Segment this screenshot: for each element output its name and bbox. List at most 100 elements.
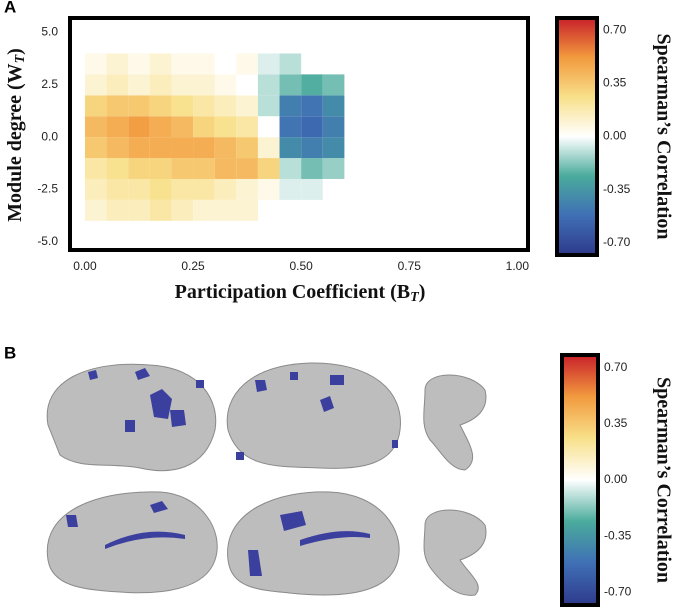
heatmap-cell (257, 116, 280, 138)
heatmap-cell (149, 53, 172, 75)
y-tick-label: -5.0 (37, 234, 58, 248)
x-label-end: ) (419, 281, 426, 303)
x-label-text: Participation Coefficient (B (175, 281, 411, 303)
y-label-text: Module degree (W (4, 63, 26, 222)
heatmap-cell (279, 95, 302, 117)
heatmap-cell (301, 116, 323, 138)
heatmap-cell (236, 158, 258, 179)
heatmap-cell (214, 116, 237, 138)
heatmap-cell (84, 137, 107, 159)
x-axis-label: Participation Coefficient (BT) (175, 281, 426, 306)
heatmap-cell (214, 137, 237, 159)
heatmap-cell (84, 116, 107, 138)
heatmap-cell (128, 116, 150, 138)
colorbar-tick-label: -0.70 (604, 584, 632, 598)
plot-frame (68, 16, 530, 252)
heatmap-cell (279, 53, 302, 75)
heatmap-cell (106, 178, 129, 200)
heatmap-cell (128, 53, 150, 75)
heatmap-cell (322, 74, 345, 96)
x-tick-label: 0.50 (289, 259, 313, 273)
heatmap-cell (149, 199, 172, 221)
heatmap-cell (322, 116, 345, 138)
heatmap-cell (236, 116, 258, 138)
y-axis-label: Module degree (WT) (4, 48, 29, 222)
heatmap-cell (279, 158, 302, 179)
heatmap-cell (214, 178, 237, 200)
heatmap-cell (322, 95, 345, 117)
heatmap-cell (193, 158, 215, 179)
heatmap-cell (149, 74, 172, 96)
y-label-sub: T (13, 53, 28, 63)
x-tick-label: 0.75 (398, 259, 422, 273)
heatmap-cell (171, 158, 194, 179)
heatmap-cell (214, 158, 237, 179)
heatmap-cell (84, 199, 107, 221)
heatmap-cell (322, 137, 345, 159)
colorbar-tick-label: -0.35 (603, 182, 631, 196)
heatmap-cell (149, 116, 172, 138)
heatmap-cell (214, 199, 237, 221)
heatmap-cell (84, 74, 107, 96)
colorbar-tick-label: 0.70 (603, 22, 627, 36)
colorbar (555, 16, 599, 257)
heatmap-cell (236, 53, 258, 75)
x-tick-label: 0.00 (73, 259, 97, 273)
x-label-sub: T (410, 290, 420, 305)
heatmap-cell (257, 137, 280, 159)
heatmap-cell (257, 178, 280, 200)
heatmap-cell (149, 137, 172, 159)
heatmap-cell (171, 178, 194, 200)
heatmap-cell (279, 74, 302, 96)
heatmap-cell (106, 116, 129, 138)
brain-surfaces (46, 362, 487, 596)
heatmap-cell (301, 137, 323, 159)
heatmap-cell (236, 137, 258, 159)
heatmap-cell (128, 95, 150, 117)
heatmap-cell (214, 74, 237, 96)
heatmap-cell (106, 199, 129, 221)
y-tick-label: 0.0 (41, 129, 58, 143)
y-tick-label: 5.0 (41, 25, 58, 39)
heatmap-cell (193, 116, 215, 138)
heatmap-cell (236, 178, 258, 200)
y-tick-label: -2.5 (37, 182, 58, 196)
heatmap-cell (257, 158, 280, 179)
heatmap-cell (193, 74, 215, 96)
heatmap-cell (236, 199, 258, 221)
heatmap-cell (84, 158, 107, 179)
heatmap-cell (279, 137, 302, 159)
heatmap-cell (128, 74, 150, 96)
heatmap-cell (84, 178, 107, 200)
heatmap-cell (193, 137, 215, 159)
heatmap-cell (257, 95, 280, 117)
heatmap-cell (84, 53, 107, 75)
heatmap-cell (149, 158, 172, 179)
colorbar-tick-label: 0.70 (604, 360, 628, 374)
heatmap-cell (171, 137, 194, 159)
heatmap-cell (279, 116, 302, 138)
heatmap-cell (106, 74, 129, 96)
heatmap-cell (301, 178, 323, 200)
heatmap-cell (171, 116, 194, 138)
heatmap-cell (214, 53, 237, 75)
panel-label: B (4, 343, 16, 362)
heatmap-cell (214, 95, 237, 117)
colorbar-tick-label: 0.00 (604, 472, 628, 486)
colorbar-label: Spearman’s Correlation (652, 33, 674, 239)
heatmap-cell (106, 95, 129, 117)
panel-label: A (4, 0, 16, 16)
heatmap-cell (301, 74, 323, 96)
y-tick-label: 2.5 (41, 77, 58, 91)
heatmap-cell (193, 95, 215, 117)
colorbar-label: Spearman’s Correlation (652, 377, 674, 583)
heatmap-cell (193, 199, 215, 221)
heatmap-cell (128, 158, 150, 179)
y-label-end: ) (4, 48, 26, 55)
heatmap-cell (301, 158, 323, 179)
heatmap-cell (149, 178, 172, 200)
heatmap-cell (128, 137, 150, 159)
heatmap-cell (236, 95, 258, 117)
heatmap-cell (257, 53, 280, 75)
